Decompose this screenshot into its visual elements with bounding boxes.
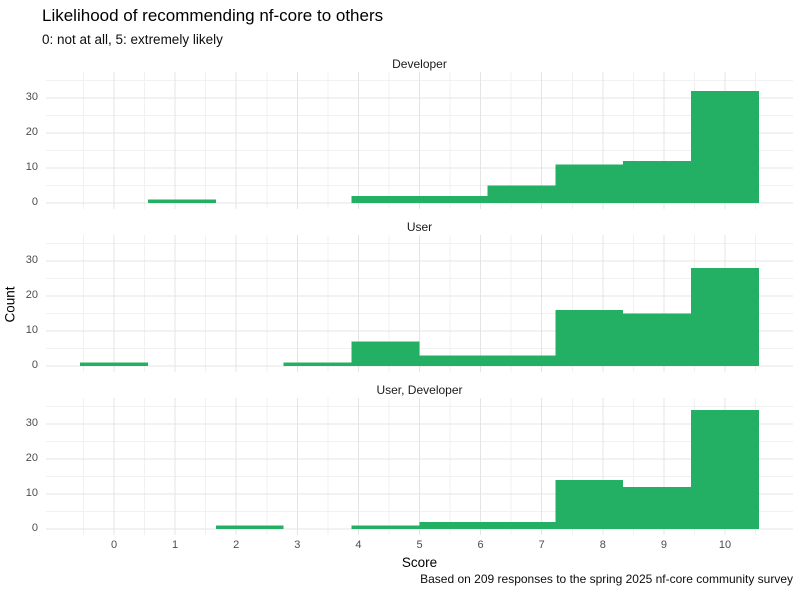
x-tick-label: 5 (416, 539, 423, 551)
x-tick-label: 4 (355, 539, 362, 551)
facet-panel (46, 398, 793, 535)
y-tick-label: 10 (25, 160, 38, 173)
histogram-bar (80, 362, 148, 366)
histogram-bar (419, 195, 488, 203)
plot-title: Likelihood of recommending nf-core to ot… (42, 6, 384, 25)
histogram-bar (351, 341, 420, 366)
histogram-bar (555, 164, 624, 203)
y-tick-label: 30 (25, 90, 38, 103)
facet-strip-label: User (406, 220, 433, 234)
x-tick-label: 7 (538, 539, 545, 551)
facet-strip-label: User, Developer (376, 383, 463, 397)
x-tick-label: 6 (477, 539, 484, 551)
histogram-bar (487, 521, 556, 529)
y-tick-label: 10 (25, 323, 38, 336)
y-tick-label: 30 (25, 253, 38, 266)
x-tick-label: 10 (718, 539, 732, 551)
y-tick-label: 0 (31, 521, 38, 534)
x-tick-label: 3 (294, 539, 301, 551)
histogram-bar (419, 355, 488, 366)
plot-caption: Based on 209 responses to the spring 202… (420, 572, 793, 586)
histogram-bar (691, 267, 759, 366)
histogram-bar (351, 195, 420, 203)
histogram-bar (215, 525, 284, 529)
histogram-bar (623, 160, 692, 203)
x-axis-title: Score (401, 555, 438, 570)
histogram-bar (623, 486, 692, 529)
plot-subtitle: 0: not at all, 5: extremely likely (42, 32, 223, 47)
histogram-bar (283, 362, 352, 366)
y-tick-label: 20 (25, 288, 38, 301)
x-tick-label: 1 (172, 539, 179, 551)
histogram-bar (487, 355, 556, 366)
histogram-bar (147, 199, 216, 203)
facet-strip-label: Developer (392, 57, 447, 71)
histogram-bar (487, 185, 556, 203)
x-tick-label: 9 (660, 539, 667, 551)
histogram-bar (555, 479, 624, 529)
histogram-bar (555, 309, 624, 366)
x-tick-label: 8 (599, 539, 606, 551)
y-tick-label: 0 (31, 358, 38, 371)
facet-panel (46, 235, 793, 372)
y-tick-label: 30 (25, 416, 38, 429)
histogram-bar (351, 525, 420, 529)
y-tick-label: 20 (25, 451, 38, 464)
histogram-bar (419, 521, 488, 529)
histogram-bar (691, 409, 759, 529)
x-tick-label: 0 (110, 539, 118, 551)
facet-panel (46, 72, 793, 209)
x-tick-label: 2 (233, 539, 240, 551)
histogram-bar (623, 313, 692, 366)
y-tick-label: 20 (25, 125, 38, 138)
y-tick-label: 0 (31, 195, 38, 208)
histogram-bar (691, 90, 759, 203)
y-tick-label: 10 (25, 486, 38, 499)
